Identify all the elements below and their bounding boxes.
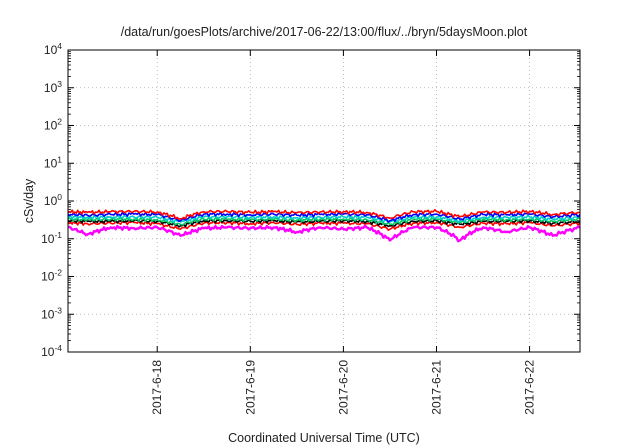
- series-line: [67, 218, 581, 228]
- grid-lines: [68, 50, 580, 352]
- plot-frame: [67, 49, 581, 353]
- y-tick-label: 10-4: [41, 343, 62, 359]
- x-tick-label: 2017-6-20: [336, 360, 350, 415]
- series-line: [67, 214, 581, 224]
- y-axis-label: cSv/day: [22, 178, 36, 223]
- y-tick-label: 103: [44, 79, 62, 95]
- y-tick-label: 100: [44, 192, 62, 208]
- x-tick-label: 2017-6-18: [150, 360, 164, 415]
- series-line: [67, 220, 581, 231]
- series-lines: [67, 208, 581, 243]
- x-tick-label: 2017-6-19: [243, 360, 257, 415]
- y-tick-label: 10-2: [41, 268, 62, 284]
- series-line: [67, 208, 581, 220]
- y-tick-label: 101: [44, 154, 62, 170]
- x-tick-labels: 2017-6-18 2017-6-19 2017-6-20 2017-6-21 2017…: [150, 360, 536, 415]
- series-line: [67, 216, 581, 226]
- y-tick-label: 10-1: [41, 230, 62, 246]
- chart-title: /data/run/goesPlots/archive/2017-06-22/1…: [121, 25, 528, 39]
- y-tick-label: 10-3: [41, 305, 62, 321]
- x-axis-label: Coordinated Universal Time (UTC): [228, 431, 420, 445]
- x-tick-label: 2017-6-22: [523, 360, 537, 415]
- series-line: [67, 211, 581, 223]
- x-tick-label: 2017-6-21: [429, 360, 443, 415]
- y-tick-labels: 10-4 10-3 10-2 10-1 100 101 102 103 104: [41, 41, 62, 359]
- series-line: [67, 224, 581, 243]
- y-tick-label: 102: [44, 117, 62, 133]
- y-tick-label: 104: [44, 41, 62, 57]
